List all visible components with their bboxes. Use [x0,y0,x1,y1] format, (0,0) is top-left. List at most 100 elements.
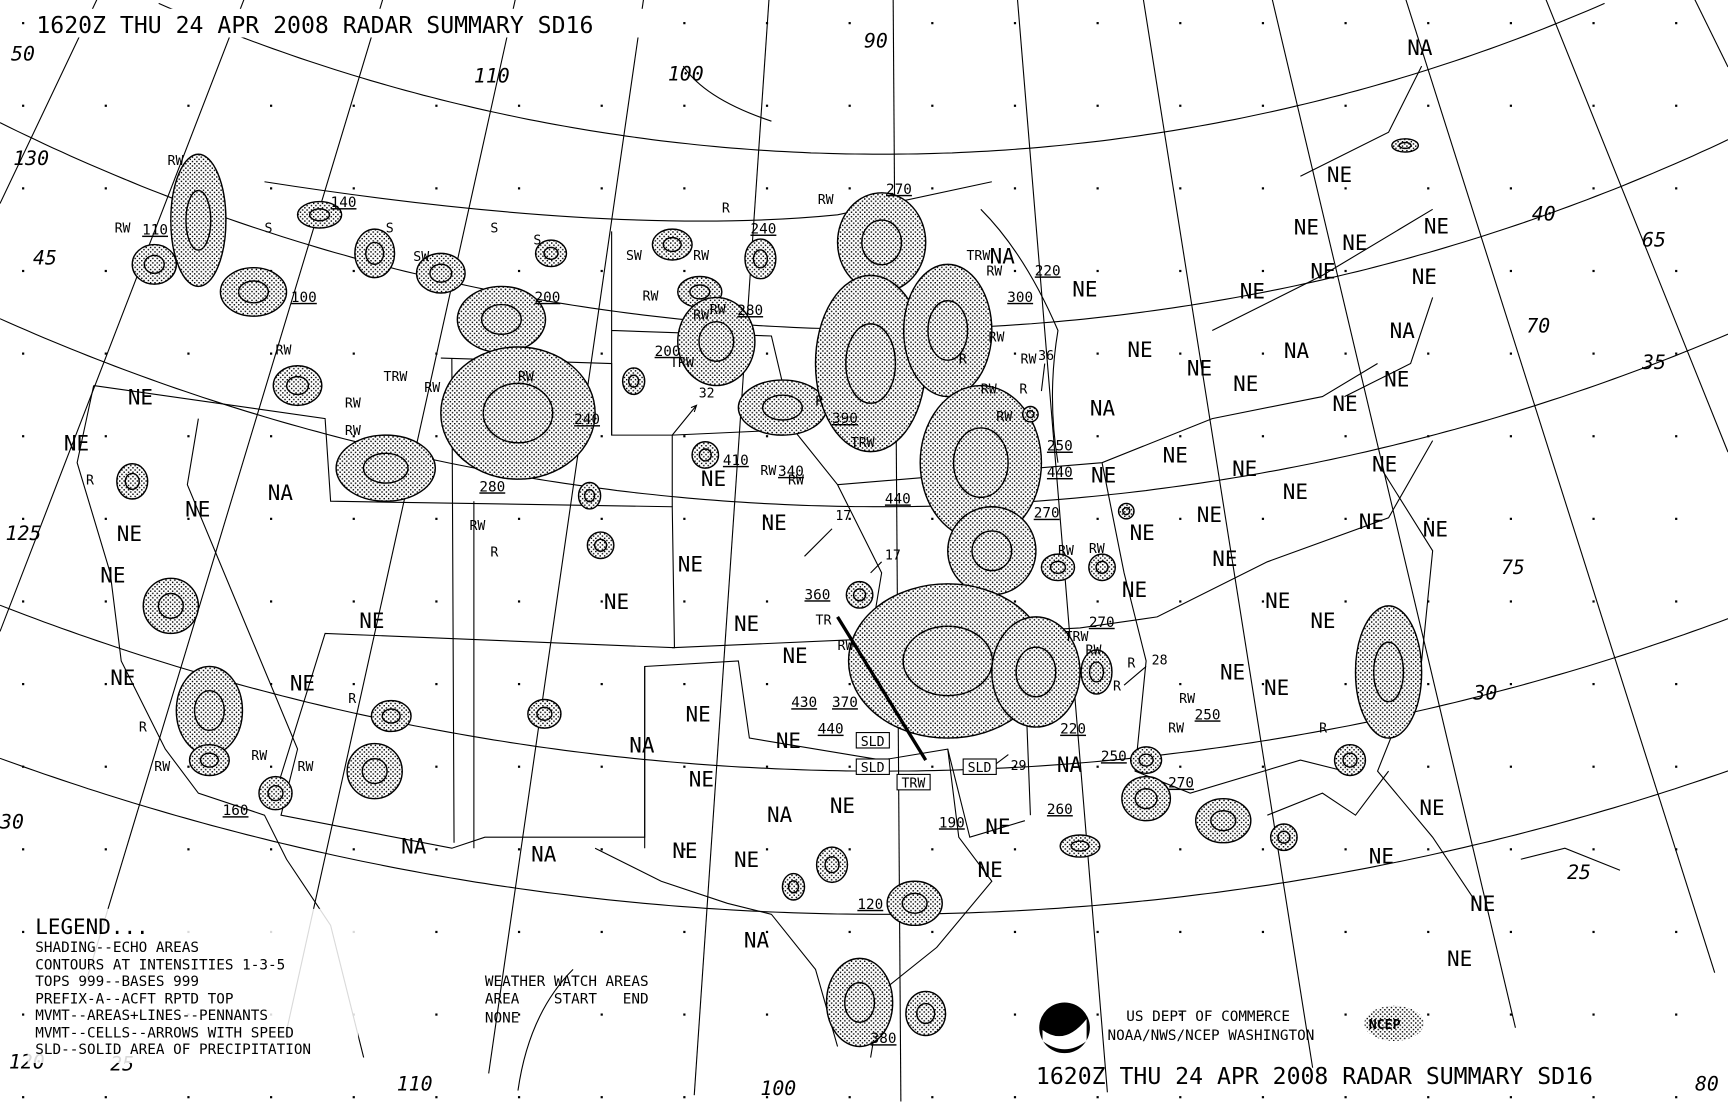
precip-type-label: RW [518,370,534,385]
ne-label: NE [1310,609,1335,633]
grid-dot [352,187,355,190]
grid-dot [848,848,851,851]
precip-type-label: RW [788,474,804,489]
precip-type-label: RW [1179,692,1195,707]
intensity-contour [482,382,554,444]
grid-dot [1261,104,1265,107]
sld-label: SLD [861,735,885,750]
grid-dot [1427,848,1430,851]
echo-area [1021,405,1039,423]
ne-label: NE [1369,845,1394,869]
grid-dot [1344,682,1347,686]
grid-dot [1013,22,1017,25]
intensity-contour [952,427,1009,499]
grid-dot [600,435,603,438]
grid-label: 75 [1501,556,1525,579]
grid-dot [1179,517,1182,520]
grid-dot [600,848,603,851]
ne-label: NE [1264,676,1289,700]
grid-dot [765,352,769,355]
grid-dot [1261,517,1265,520]
grid-dot [848,22,851,25]
na-label: NA [767,803,793,827]
intensity-contour [429,263,453,283]
grid-label: 65 [1642,229,1666,252]
grid-dot [1675,22,1678,25]
intensity-contour [901,892,928,914]
grid-dot [600,765,603,768]
echo-area [1117,502,1135,520]
precip-type-label: R [1113,680,1121,695]
watch-title: WEATHER WATCH AREAS [485,974,649,990]
grid-dot [600,104,603,107]
grid-dot [765,765,769,768]
intensity-contour [861,219,903,266]
ne-label: NE [1327,163,1352,187]
grid-dot [1592,600,1595,603]
grid-dot [104,682,107,686]
grid-dot [517,848,521,851]
intensity-contour [185,189,212,251]
intensity-contour [199,752,220,768]
grid-dot [1344,848,1347,851]
grid-dot [765,1096,769,1099]
grid-dot [931,187,934,190]
grid-dot [1013,104,1017,107]
ne-label: NE [1283,480,1308,504]
ne-label: NE [1342,231,1367,255]
precip-type-label: RW [710,303,726,318]
header-title: 1620Z THU 24 APR 2008 RADAR SUMMARY SD16 [36,13,593,39]
ne-label: NE [1265,589,1290,613]
grid-dot [1179,1013,1182,1016]
grid-dot [435,352,438,355]
ne-label: NE [985,815,1010,839]
ne-label: NE [1372,452,1397,476]
ne-label: NE [1423,517,1448,541]
grid-dot [600,682,603,686]
grid-dot [1427,269,1430,273]
movement-arrows [671,363,1147,772]
grid-dot [1675,765,1678,768]
grid-dot [1509,600,1512,603]
precip-type-label: RW [838,639,854,654]
grid-dot [1509,517,1512,520]
intensity-contour [1015,646,1057,698]
grid-dot [270,1096,273,1099]
grid-dot [1096,517,1099,520]
ne-label: NE [1412,265,1437,289]
echo-top-value: 200 [655,344,681,360]
grid-dot [187,1096,190,1099]
grid-dot [1509,22,1512,25]
ne-label: NE [685,703,710,727]
grid-dot [1592,352,1595,355]
longitude-line [1694,0,1728,68]
sld-box [896,773,931,791]
na-label: NA [1284,339,1310,363]
precip-type-label: RW [154,760,170,775]
intensity-contour [1372,641,1405,703]
intensity-contour [308,208,331,222]
echo-area [1129,746,1163,775]
grid-dot [1096,930,1099,934]
intensity-contour [480,303,522,336]
echo-top-value: 140 [331,195,357,211]
intensity-contour [1049,560,1067,574]
echo-area [1080,649,1113,695]
grid-dot [435,848,438,851]
longitude-line [488,0,644,1074]
grid-dot [1179,765,1182,768]
precip-type-label: RW [345,397,361,412]
echo-area [258,775,293,811]
ne-label: NE [978,858,1003,882]
grid-dot [765,1013,769,1016]
grid-dot [22,765,25,768]
ne-label: NE [1187,357,1212,381]
intensity-contour [536,706,553,721]
grid-dot [765,187,769,190]
grid-dot [1427,352,1430,355]
intensity-contour [361,758,388,785]
grid-dot [1675,1013,1678,1016]
grid-dot [1261,1013,1265,1016]
